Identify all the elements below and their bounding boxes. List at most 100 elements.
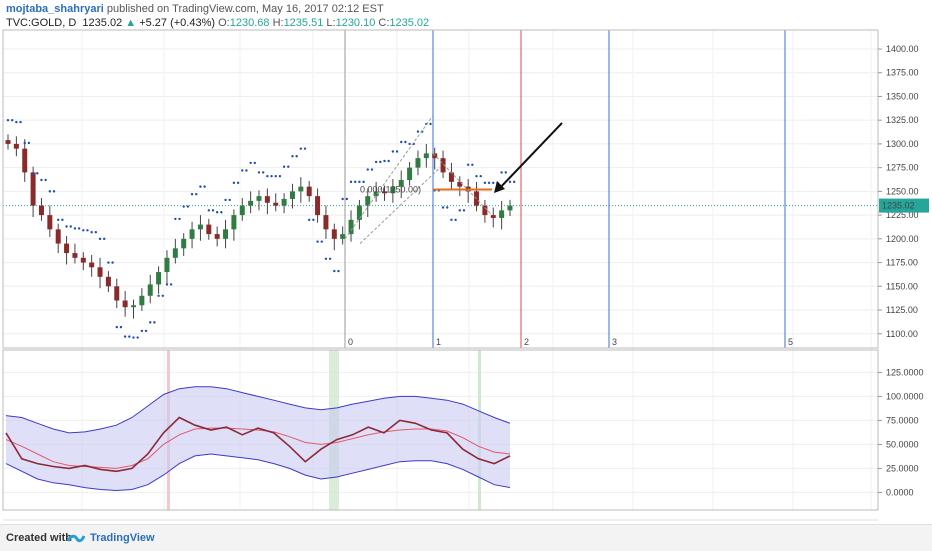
sar-dot [169,283,173,286]
footer-bar: Created with TradingView [0,524,932,551]
low-value: 1230.10 [335,17,376,29]
sar-dot [140,329,144,333]
price-tick-label-0: 1100.00 [886,329,918,339]
sar-dot [266,174,269,178]
sar-dot [466,163,470,166]
sar-dot [119,325,123,329]
chart-canvas[interactable]: 0 1 2 3 5 0.000(1250.00) 1100.00 1125.00 1150.… [0,0,932,524]
sar-dot [500,171,503,174]
x-tick-label-7: Jul [627,523,639,524]
low-label: L: [326,17,336,29]
candle-body [448,172,454,182]
x-tick-label-9: Sep [785,523,801,524]
candle-body [164,257,170,273]
sar-dot [178,217,181,221]
open-value: 1230.68 [229,17,270,29]
candle-body [131,305,136,308]
candle-body [407,167,413,180]
candle-body [323,215,329,230]
price-change: +5.27 (+0.43%) [139,17,216,29]
sar-dot [211,209,215,212]
sar-dot [345,197,349,201]
candle-body [306,186,312,197]
sar-dot [475,174,478,178]
author-link[interactable]: mojtaba_shahryari [6,3,104,15]
sar-dot [182,205,185,208]
sar-dot [504,171,508,174]
sar-dot [257,171,261,174]
drawing-tools: 0.000(1250.00) [344,115,563,244]
sar-dot [157,294,160,297]
candle-body [30,172,36,206]
tradingview-link[interactable]: TradingView [90,532,155,544]
sar-dot [36,172,39,175]
sar-dot [387,159,390,163]
sar-dot [366,168,369,171]
osc-tick-label-5: 125.0000 [886,367,924,377]
created-with-text: Created with [6,532,73,544]
sar-dot [123,335,127,338]
publish-info: mojtaba_shahryari published on TradingVi… [6,3,384,15]
sar-dot [40,178,43,182]
candle-body [147,284,153,296]
sar-dot [86,229,89,232]
price-grid [3,30,878,510]
candle-body [348,219,354,235]
sar-dot [483,181,487,185]
sar-dot [299,147,303,150]
candle-body [281,198,287,206]
sar-dot [15,120,18,124]
sar-dot [199,185,202,188]
sar-dot [512,180,516,184]
sar-dot [228,198,231,202]
candle-body [423,153,429,159]
sar-dot [61,218,64,222]
candle-body [289,191,295,199]
sar-dot [429,122,432,126]
fib-level-label: 0.000(1250.00) [360,184,421,194]
candle-body [490,215,496,218]
parabolic-sar-dots [6,118,516,339]
osc-tick-label-1: 25.0000 [886,463,919,473]
sar-dot [48,190,52,193]
sar-dot [278,174,282,178]
sar-dot [471,163,474,166]
candle-body [256,196,262,201]
candle-body [415,158,421,168]
price-tick-label-6: 1250.00 [886,186,919,196]
projection-line [359,167,441,244]
sar-dot [161,294,164,297]
sar-dot [220,211,223,214]
tradingview-logo-icon [66,534,86,543]
candle-body [248,200,254,206]
candle-body [114,286,120,301]
sar-dot [312,218,315,222]
candle-body [122,300,128,308]
price-tick-label-10: 1350.00 [886,91,919,101]
candle-body [5,140,11,144]
sar-dot [73,227,77,230]
price-tick-label-3: 1175.00 [886,258,918,268]
price-tick-label-5: 1225.00 [886,210,919,220]
sar-dot [408,142,411,146]
sar-dot [370,168,374,171]
x-tick-label-8: Aug [705,523,721,524]
candle-body [440,158,446,173]
published-text: published on TradingView.com, May 16, 20… [106,3,384,15]
price-tick-label-7: 1275.00 [886,163,919,173]
sar-dot [291,155,294,158]
candle-body [382,191,387,194]
oscillator-panel [5,350,511,510]
last-price: 1235.02 [82,17,123,29]
last-price-badge [879,198,929,213]
candle-body [298,186,304,192]
sar-dot [57,218,60,222]
sar-dot [232,181,236,185]
candle-body [80,257,86,263]
sar-dot [82,229,85,232]
candle-body [231,215,237,230]
price-tick-label-9: 1325.00 [886,115,919,125]
candle-body [457,181,463,187]
candle-body [373,191,379,197]
sar-dot [52,190,56,193]
